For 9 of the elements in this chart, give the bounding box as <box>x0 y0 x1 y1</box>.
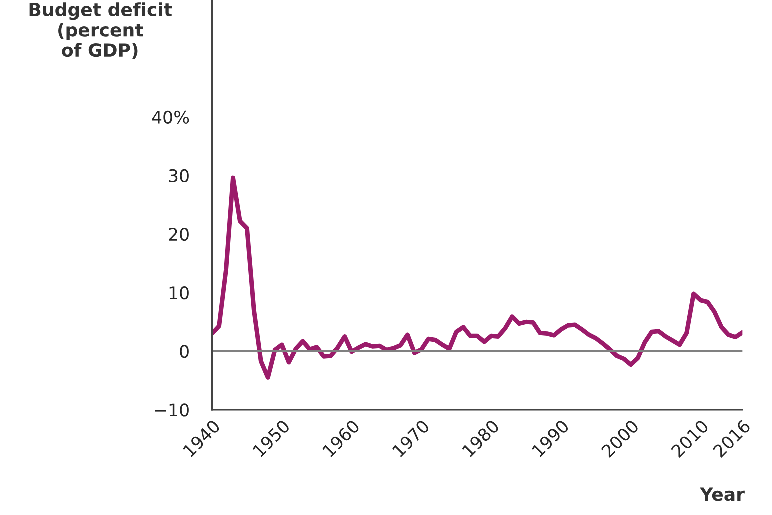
y-tick-label: −10 <box>155 404 189 417</box>
x-axis-title: Year <box>700 488 745 502</box>
y-tick-label: 40% <box>152 110 190 124</box>
y-tick-label: 20 <box>169 228 189 242</box>
y-tick-label: 10 <box>170 286 189 300</box>
y-tick-label: 0 <box>180 345 189 358</box>
line-series <box>212 176 743 380</box>
y-tick-label: 30 <box>169 169 189 183</box>
y-axis-title: Budget deficit (percent of GDP) <box>30 2 172 60</box>
